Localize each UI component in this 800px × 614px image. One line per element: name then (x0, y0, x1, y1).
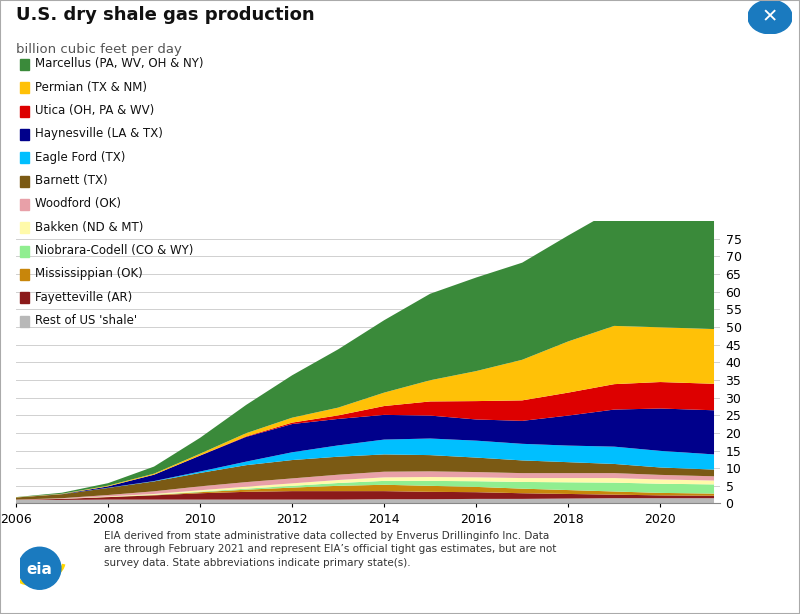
Text: Rest of US 'shale': Rest of US 'shale' (35, 314, 137, 327)
Text: Niobrara-Codell (CO & WY): Niobrara-Codell (CO & WY) (35, 244, 194, 257)
Text: ✕: ✕ (762, 7, 778, 26)
Text: Bakken (ND & MT): Bakken (ND & MT) (35, 221, 143, 234)
Circle shape (748, 0, 792, 34)
Text: Woodford (OK): Woodford (OK) (35, 198, 121, 211)
Text: Permian (TX & NM): Permian (TX & NM) (35, 81, 147, 94)
Text: Utica (OH, PA & WV): Utica (OH, PA & WV) (35, 104, 154, 117)
Text: Marcellus (PA, WV, OH & NY): Marcellus (PA, WV, OH & NY) (35, 58, 203, 71)
Text: Eagle Ford (TX): Eagle Ford (TX) (35, 151, 126, 164)
Text: billion cubic feet per day: billion cubic feet per day (16, 43, 182, 56)
Text: Mississippian (OK): Mississippian (OK) (35, 268, 142, 281)
Text: eia: eia (26, 562, 53, 577)
Text: EIA derived from state administrative data collected by Enverus Drillinginfo Inc: EIA derived from state administrative da… (104, 531, 556, 567)
Text: Barnett (TX): Barnett (TX) (35, 174, 108, 187)
Circle shape (18, 547, 61, 589)
Text: Haynesville (LA & TX): Haynesville (LA & TX) (35, 128, 163, 141)
Text: Fayetteville (AR): Fayetteville (AR) (35, 291, 132, 304)
Text: U.S. dry shale gas production: U.S. dry shale gas production (16, 6, 314, 24)
